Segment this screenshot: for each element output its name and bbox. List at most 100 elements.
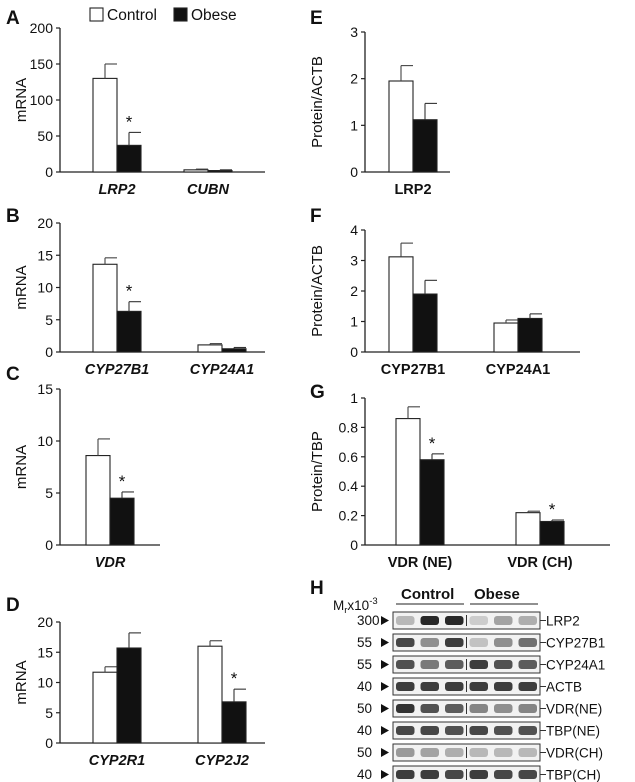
category-label: LRP2 bbox=[394, 182, 431, 198]
y-tick-label: 10 bbox=[37, 280, 53, 296]
mw-exponent: -3 bbox=[369, 596, 377, 607]
blot-band bbox=[494, 638, 513, 647]
blot-band bbox=[494, 748, 513, 757]
obese-bar bbox=[221, 348, 247, 353]
category-label: VDR bbox=[95, 555, 126, 571]
panel-letter: G bbox=[310, 382, 325, 403]
legend-label-control: Control bbox=[107, 7, 157, 24]
mw-marker: 55 bbox=[357, 635, 372, 650]
blot-band bbox=[469, 660, 488, 669]
panel-letter: H bbox=[310, 578, 324, 599]
y-tick-label: 0.2 bbox=[339, 508, 359, 524]
control-bar bbox=[395, 418, 421, 546]
category-label: CYP2R1 bbox=[89, 753, 145, 769]
mw-arrow-marker bbox=[381, 616, 389, 625]
control-bar bbox=[183, 169, 209, 173]
blot-band bbox=[445, 770, 464, 779]
blot-band bbox=[420, 660, 439, 669]
obese-bar bbox=[412, 119, 438, 173]
y-tick-label: 0 bbox=[350, 537, 358, 553]
legend-swatch-obese bbox=[173, 7, 188, 22]
control-bar bbox=[197, 344, 223, 353]
y-tick-label: 15 bbox=[37, 644, 53, 660]
y-tick-label: 0.8 bbox=[339, 419, 359, 435]
blot-band bbox=[469, 770, 488, 779]
blot-band bbox=[445, 638, 464, 647]
blot-band bbox=[518, 616, 537, 625]
blot-row-7: 40 TBP(CH) bbox=[357, 765, 601, 782]
blot-band bbox=[420, 726, 439, 735]
obese-bar bbox=[517, 317, 543, 353]
blot-row-0: 300 LRP2 bbox=[357, 611, 580, 630]
y-axis-label: mRNA bbox=[13, 265, 30, 309]
y-axis-label: Protein/TBP bbox=[309, 431, 326, 512]
significance-star: * bbox=[429, 434, 436, 453]
significance-star: * bbox=[231, 669, 238, 688]
significance-star: * bbox=[119, 472, 126, 491]
blot-protein-label: CYP24A1 bbox=[546, 658, 605, 673]
y-tick-label: 0.6 bbox=[339, 449, 359, 465]
category-label: CYP24A1 bbox=[486, 362, 550, 378]
blot-band bbox=[420, 704, 439, 713]
control-bar bbox=[92, 263, 118, 353]
blot-header-control: Control bbox=[401, 586, 454, 603]
control-bar bbox=[515, 512, 541, 546]
mw-marker: 300 bbox=[357, 613, 380, 628]
significance-star: * bbox=[549, 500, 556, 519]
y-tick-label: 4 bbox=[350, 222, 358, 238]
y-tick-label: 0 bbox=[350, 164, 358, 180]
blot-band bbox=[396, 726, 415, 735]
panel-letter: C bbox=[6, 364, 20, 385]
y-tick-label: 1 bbox=[350, 390, 358, 406]
blot-band bbox=[518, 726, 537, 735]
blot-band bbox=[445, 704, 464, 713]
blot-band bbox=[396, 748, 415, 757]
panel-letter: D bbox=[6, 595, 20, 616]
chart-panel-f: F Protein/ACTB 0 1 2 3 4 CYP27B1 CYP24A1 bbox=[309, 206, 580, 378]
panel-letter: B bbox=[6, 206, 20, 227]
y-tick-label: 3 bbox=[350, 24, 358, 40]
blot-band bbox=[420, 770, 439, 779]
blot-row-5: 40 TBP(NE) bbox=[357, 721, 600, 740]
mw-marker: 40 bbox=[357, 679, 372, 694]
y-tick-label: 5 bbox=[45, 312, 53, 328]
blot-protein-label: CYP27B1 bbox=[546, 636, 605, 651]
blot-row-1: 55 CYP27B1 bbox=[357, 633, 605, 652]
y-tick-label: 0 bbox=[45, 537, 53, 553]
obese-bar bbox=[539, 520, 565, 546]
obese-bar bbox=[116, 647, 142, 744]
blot-band bbox=[518, 770, 537, 779]
mw-unit: x10 bbox=[347, 598, 369, 613]
mw-arrow-marker bbox=[381, 726, 389, 735]
y-tick-label: 5 bbox=[45, 485, 53, 501]
blot-band bbox=[420, 682, 439, 691]
category-label: CYP27B1 bbox=[85, 362, 149, 378]
blot-band bbox=[469, 682, 488, 691]
blot-protein-label: TBP(CH) bbox=[546, 768, 601, 782]
blot-band bbox=[518, 704, 537, 713]
y-tick-label: 0.4 bbox=[339, 478, 359, 494]
blot-band bbox=[518, 748, 537, 757]
blot-band bbox=[396, 682, 415, 691]
category-label: VDR (CH) bbox=[507, 555, 572, 571]
y-tick-label: 10 bbox=[37, 433, 53, 449]
legend-swatch-control bbox=[89, 7, 104, 22]
y-tick-label: 50 bbox=[37, 128, 53, 144]
mw-arrow-marker bbox=[381, 660, 389, 669]
mw-arrow-marker bbox=[381, 748, 389, 757]
panel-letter: F bbox=[310, 206, 322, 227]
blot-row-2: 55 CYP24A1 bbox=[357, 655, 605, 674]
blot-row-3: 40 ACTB bbox=[357, 677, 582, 696]
control-bar bbox=[388, 256, 414, 353]
control-bar bbox=[85, 455, 111, 546]
blot-band bbox=[445, 660, 464, 669]
blot-band bbox=[469, 748, 488, 757]
y-tick-label: 2 bbox=[350, 283, 358, 299]
blot-band bbox=[494, 660, 513, 669]
